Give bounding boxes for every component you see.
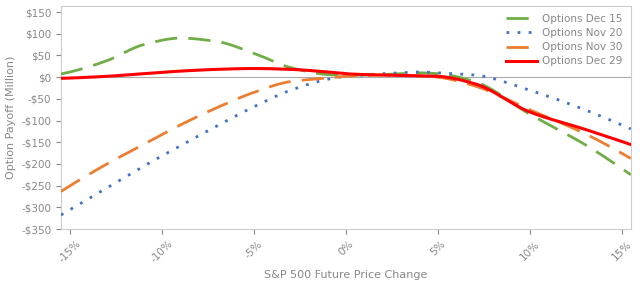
Options Nov 20: [627, 127, 635, 131]
Options Nov 20: [487, 76, 495, 80]
Options Nov 20: [416, 70, 424, 74]
Options Dec 15: [205, 39, 212, 42]
Legend: Options Dec 15, Options Nov 20, Options Nov 30, Options Dec 29: Options Dec 15, Options Nov 20, Options …: [502, 11, 625, 69]
Options Nov 20: [393, 71, 401, 75]
Options Nov 30: [315, 77, 323, 80]
Options Nov 30: [627, 157, 635, 160]
Options Dec 29: [158, 71, 166, 74]
Options Dec 15: [438, 72, 446, 76]
Options Dec 29: [250, 67, 258, 70]
Options Nov 30: [438, 76, 446, 80]
Options Dec 15: [627, 173, 635, 176]
Options Nov 20: [158, 154, 166, 158]
Options Dec 29: [204, 68, 211, 72]
Options Dec 29: [487, 89, 495, 92]
Options Dec 15: [487, 87, 495, 91]
Options Nov 20: [438, 71, 446, 75]
Options Dec 15: [57, 72, 65, 76]
Options Nov 30: [204, 110, 211, 114]
Line: Options Dec 15: Options Dec 15: [61, 38, 631, 175]
Options Nov 30: [57, 190, 65, 193]
Options Dec 29: [438, 75, 446, 78]
Options Nov 30: [487, 90, 495, 94]
Line: Options Dec 29: Options Dec 29: [61, 68, 631, 144]
Line: Options Nov 30: Options Nov 30: [61, 75, 631, 191]
Options Dec 15: [316, 72, 324, 76]
Options Dec 15: [394, 72, 401, 76]
Options Nov 30: [158, 133, 166, 136]
X-axis label: S&P 500 Future Price Change: S&P 500 Future Price Change: [264, 271, 428, 281]
Options Nov 30: [380, 73, 387, 77]
Options Dec 29: [57, 77, 65, 80]
Options Nov 30: [394, 73, 401, 77]
Options Dec 15: [177, 36, 185, 40]
Options Nov 20: [315, 80, 323, 83]
Y-axis label: Option Payoff (Million): Option Payoff (Million): [6, 56, 15, 179]
Options Dec 29: [394, 74, 401, 77]
Line: Options Nov 20: Options Nov 20: [61, 72, 631, 215]
Options Dec 29: [316, 69, 324, 73]
Options Dec 15: [158, 39, 166, 42]
Options Nov 20: [204, 129, 211, 133]
Options Dec 29: [627, 143, 635, 146]
Options Nov 20: [57, 213, 65, 217]
